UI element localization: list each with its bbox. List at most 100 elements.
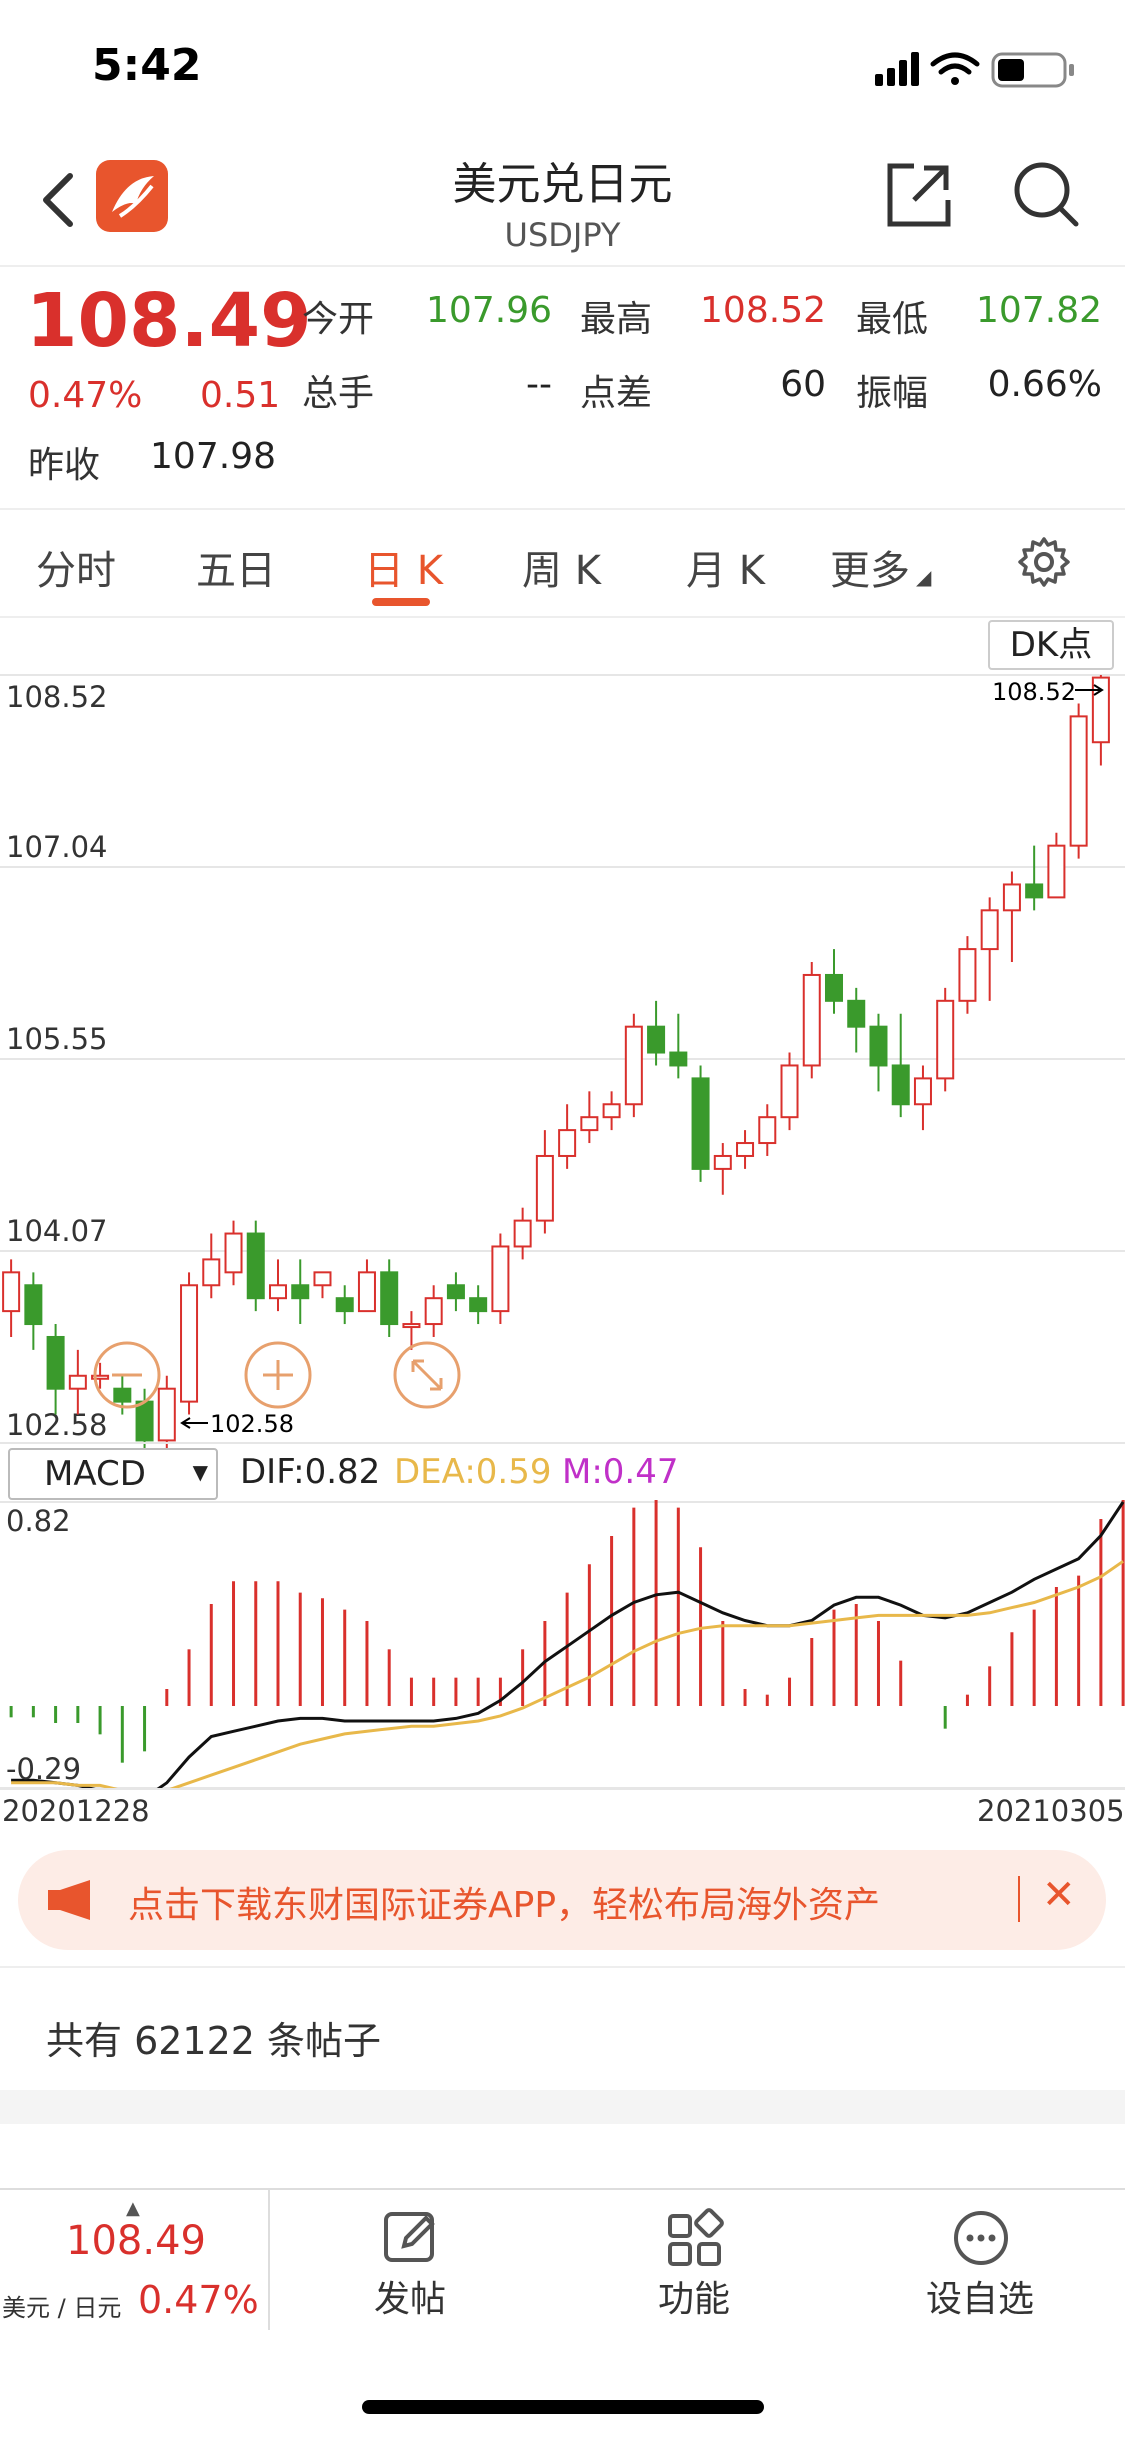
candle-body: [624, 1025, 643, 1106]
candle: [602, 1091, 621, 1131]
page-subtitle: USDJPY: [504, 216, 621, 254]
y-label-4: 104.07: [6, 1214, 108, 1248]
candle: [713, 1143, 732, 1195]
candle: [1069, 703, 1088, 859]
tab-intraday[interactable]: 分时: [36, 548, 116, 594]
candle-body: [1047, 844, 1066, 899]
macd-chart: [0, 1500, 1125, 1790]
close-icon[interactable]: ✕: [1042, 1872, 1076, 1918]
min-price-arrow: [180, 1417, 208, 1429]
function-button[interactable]: 功能: [644, 2208, 744, 2322]
candle-body: [113, 1387, 132, 1403]
bottom-pair: 美元 / 日元: [2, 2294, 122, 2322]
settings-button[interactable]: [1018, 536, 1070, 592]
candle: [268, 1259, 288, 1312]
tab-more[interactable]: 更多 ◢: [830, 538, 931, 596]
candle: [513, 1207, 532, 1260]
tab-daily-k[interactable]: 日 K: [364, 548, 443, 594]
current-price: 108.49: [26, 278, 312, 364]
post-label: 发帖: [373, 2279, 446, 2320]
status-time: 5:42: [92, 40, 202, 91]
candle: [2, 1259, 21, 1337]
candles: [2, 675, 1110, 1450]
candle: [180, 1272, 199, 1415]
caret-up-icon: ▲: [126, 2198, 140, 2219]
candle-body: [446, 1284, 465, 1300]
candle: [758, 1104, 777, 1156]
indicator-select[interactable]: MACD ▼: [8, 1448, 218, 1500]
candle: [313, 1271, 332, 1299]
candle: [736, 1130, 755, 1169]
tab-five-day[interactable]: 五日: [196, 548, 276, 594]
add-watchlist-button[interactable]: 设自选: [920, 2208, 1040, 2322]
gridlines: [0, 674, 1125, 1444]
candle-body: [291, 1284, 310, 1300]
macd-dea: DEA:0.59: [394, 1452, 552, 1492]
candle: [335, 1285, 354, 1325]
tab-weekly-k[interactable]: 周 K: [522, 548, 601, 594]
function-label: 功能: [657, 2279, 730, 2320]
dif-line: [11, 1501, 1125, 1790]
candle-body: [68, 1374, 87, 1390]
candle: [157, 1375, 176, 1450]
tab-monthly-k[interactable]: 月 K: [686, 548, 765, 594]
candle-body: [669, 1051, 688, 1067]
candle-body: [313, 1271, 332, 1287]
candle-body: [1002, 883, 1021, 912]
megaphone-icon: [46, 1878, 98, 1926]
open-label: 今开: [302, 299, 375, 340]
candle: [1047, 832, 1066, 899]
candle-body: [824, 973, 844, 1002]
search-button[interactable]: [1012, 160, 1082, 234]
indicator-select-label: MACD: [44, 1454, 146, 1494]
zoom-out-control: [93, 1341, 161, 1409]
caret-down-icon: ▼: [192, 1460, 208, 1484]
candle-body: [1091, 676, 1110, 744]
share-button[interactable]: [884, 160, 954, 234]
bottom-price: 108.49: [66, 2218, 206, 2264]
candle-body: [758, 1116, 777, 1145]
candle-body: [780, 1064, 799, 1119]
volume-value: --: [526, 364, 552, 405]
change-value: 0.51: [200, 375, 281, 416]
candle: [224, 1220, 243, 1286]
banner-divider: [1018, 1876, 1020, 1922]
wifi-icon: [930, 52, 980, 85]
battery-icon: [991, 52, 1074, 88]
dk-point-button[interactable]: DK点: [988, 620, 1114, 670]
post-button[interactable]: 发帖: [360, 2208, 460, 2322]
candle-body: [869, 1025, 888, 1067]
spread-label: 点差: [580, 373, 653, 414]
y-label-3: 105.55: [6, 1022, 108, 1056]
start-date: 20201228: [2, 1794, 150, 1828]
candle: [824, 949, 844, 1014]
candle: [380, 1259, 399, 1337]
back-button[interactable]: [38, 170, 78, 234]
candle-body: [424, 1297, 443, 1326]
candle-body: [357, 1271, 376, 1313]
candle-body: [713, 1154, 732, 1170]
candle: [491, 1233, 510, 1325]
candle-body: [802, 973, 821, 1067]
promo-banner[interactable]: 点击下载东财国际证券APP，轻松布局海外资产 ✕: [18, 1850, 1106, 1950]
candle-body: [691, 1077, 710, 1170]
candle-body: [224, 1232, 243, 1274]
kline-chart[interactable]: [0, 660, 1125, 1450]
candle-body: [2, 1271, 21, 1313]
candle: [68, 1349, 87, 1415]
candle: [936, 987, 955, 1092]
candle: [802, 962, 821, 1079]
candle-body: [980, 909, 999, 951]
watchlist-label: 设自选: [925, 2279, 1034, 2320]
edit-icon: [384, 2212, 435, 2262]
macd-m: M:0.47: [562, 1452, 679, 1492]
y-label-top: 108.52: [6, 680, 108, 714]
candle-body: [580, 1116, 599, 1132]
prev-close-value: 107.98: [150, 436, 276, 477]
open-value: 107.96: [426, 290, 552, 331]
candle: [958, 936, 977, 1014]
max-price-arrow: [1075, 684, 1104, 696]
macd-gridlines: [0, 1501, 1125, 1789]
macd-bottom-label: -0.29: [6, 1752, 82, 1786]
candle: [980, 897, 999, 1001]
